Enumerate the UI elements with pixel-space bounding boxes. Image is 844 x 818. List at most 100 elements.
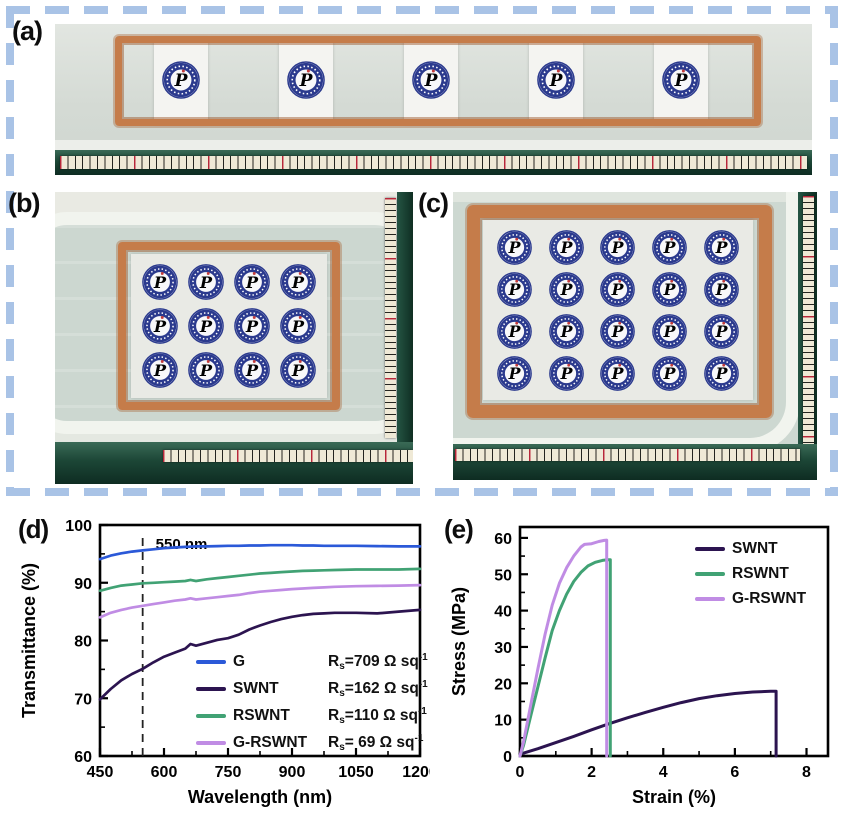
legend-row-rswnt: RSWNT Rs=110 Ω sq-1 bbox=[196, 703, 428, 728]
y-tick-label: 80 bbox=[74, 634, 92, 651]
y-tick-label: 50 bbox=[494, 567, 512, 584]
filter-paper-card bbox=[279, 37, 334, 123]
legend-label: G-RSWNT bbox=[233, 733, 308, 751]
logo-cards-row bbox=[119, 30, 743, 130]
university-seal-logo bbox=[234, 264, 270, 300]
chart-e-stress-strain: 0 2 4 6 8 0 10 20 30 40 50 60 Strain (%) Stress (MPa) bbox=[449, 525, 830, 807]
chart-e-legend: SWNT RSWNT G-RSWNT bbox=[695, 537, 806, 612]
tray-rim-a bbox=[55, 140, 812, 150]
filter-paper-card bbox=[403, 37, 458, 123]
legend-line-swatch bbox=[695, 547, 725, 551]
legend-label: G bbox=[233, 652, 246, 670]
y-tick-label: 60 bbox=[494, 531, 512, 548]
y-tick-label: 40 bbox=[494, 604, 512, 621]
y-tick-label: 20 bbox=[494, 676, 512, 693]
university-seal-logo bbox=[234, 352, 270, 388]
sheet-resistance-value: Rs=110 Ω sq-1 bbox=[328, 705, 427, 726]
series-line-G bbox=[98, 543, 422, 561]
x-tick-label: 450 bbox=[87, 764, 114, 781]
photo-c bbox=[453, 192, 817, 480]
y-tick-label: 10 bbox=[494, 713, 512, 730]
y-tick-label: 90 bbox=[74, 576, 92, 593]
ruler-b-vertical bbox=[385, 198, 396, 438]
ruler-c-vertical bbox=[803, 196, 814, 452]
x-tick-label: 6 bbox=[730, 764, 739, 781]
copper-frame-c bbox=[467, 205, 772, 418]
filter-paper-card bbox=[528, 37, 583, 123]
ruler-a bbox=[60, 156, 807, 169]
university-seal-logo bbox=[142, 352, 178, 388]
legend-row-swnt: SWNT Rs=162 Ω sq-1 bbox=[196, 676, 428, 701]
x-tick-label: 1050 bbox=[338, 764, 374, 781]
university-seal-logo bbox=[188, 308, 224, 344]
dashed-border-bottom bbox=[6, 488, 838, 496]
copper-frame-a bbox=[115, 36, 761, 126]
legend-line-swatch bbox=[196, 686, 226, 691]
y-tick-label: 30 bbox=[494, 640, 512, 657]
legend-line-swatch bbox=[196, 659, 226, 664]
legend-row-rswnt: RSWNT bbox=[695, 562, 806, 586]
ruler-c bbox=[455, 449, 800, 461]
university-seal-logo bbox=[142, 264, 178, 300]
university-seal-logo bbox=[280, 264, 316, 300]
series-line-SWNT bbox=[518, 689, 778, 758]
chart-d-transmittance: 450 600 750 900 1050 1200 60 70 80 90 100 Wavelengt… bbox=[19, 518, 430, 807]
plot-border bbox=[98, 523, 422, 758]
legend-line-swatch bbox=[196, 740, 226, 745]
x-tick-label: 600 bbox=[151, 764, 178, 781]
dashed-border-right bbox=[830, 6, 838, 496]
y-tick-label: 0 bbox=[503, 749, 512, 766]
legend-label: G-RSWNT bbox=[732, 590, 807, 607]
x-tick-label: 8 bbox=[802, 764, 811, 781]
legend-label: SWNT bbox=[233, 679, 279, 697]
photo-b bbox=[55, 192, 413, 484]
panel-c-label: (c) bbox=[418, 188, 449, 218]
dashed-border-top bbox=[6, 6, 838, 14]
legend-line-swatch bbox=[695, 572, 725, 576]
y-axis-label: Stress (MPa) bbox=[449, 587, 469, 696]
y-tick-label: 60 bbox=[74, 749, 92, 766]
panel-b-label: (b) bbox=[8, 188, 41, 218]
ruler-b bbox=[163, 450, 413, 462]
legend-line-swatch bbox=[695, 597, 725, 601]
sheet-resistance-value: Rs=162 Ω sq-1 bbox=[328, 678, 428, 699]
university-seal-logo bbox=[280, 352, 316, 388]
sheet-resistance-value: Rs= 69 Ω sq-1 bbox=[328, 732, 424, 753]
table-edge-b-right bbox=[397, 192, 413, 484]
photo-a bbox=[55, 24, 812, 175]
copper-frame-b bbox=[118, 242, 340, 410]
x-tick-label: 750 bbox=[215, 764, 242, 781]
filter-paper-card bbox=[154, 37, 209, 123]
legend-row-g-rswnt: G-RSWNT bbox=[695, 587, 806, 611]
legend-row-g: G Rs=709 Ω sq-1 bbox=[196, 649, 428, 674]
sheet-resistance-value: Rs=709 Ω sq-1 bbox=[328, 651, 428, 672]
series-line-RSWNT bbox=[518, 558, 612, 758]
series-line-SWNT bbox=[98, 608, 422, 701]
university-seal-logo bbox=[142, 308, 178, 344]
background-wall-c bbox=[453, 192, 817, 202]
x-tick-label: 1200 bbox=[402, 764, 430, 781]
x-tick-label: 900 bbox=[279, 764, 306, 781]
legend-line-swatch bbox=[196, 713, 226, 718]
wavelength-550nm-annotation: 550 nm bbox=[156, 536, 208, 553]
y-tick-label: 70 bbox=[74, 691, 92, 708]
plot-border bbox=[518, 525, 830, 758]
y-axis-label: Transmittance (%) bbox=[19, 563, 39, 718]
legend-label: RSWNT bbox=[233, 706, 290, 724]
logo-paper-c bbox=[483, 220, 753, 400]
x-tick-label: 0 bbox=[516, 764, 525, 781]
table-edge-b bbox=[55, 442, 413, 484]
legend-label: SWNT bbox=[732, 540, 778, 557]
university-seal-logo bbox=[188, 352, 224, 388]
panel-d-label: (d) bbox=[18, 514, 49, 544]
x-tick-label: 2 bbox=[587, 764, 596, 781]
panel-e-label: (e) bbox=[444, 514, 474, 544]
x-tick-label: 4 bbox=[659, 764, 668, 781]
x-axis-label: Wavelength (nm) bbox=[188, 787, 332, 807]
panel-a-label: (a) bbox=[12, 16, 43, 46]
series-line-RSWNT bbox=[98, 567, 422, 593]
logo-paper-b bbox=[131, 254, 327, 398]
filter-paper-card bbox=[653, 37, 708, 123]
university-seal-logo bbox=[188, 264, 224, 300]
